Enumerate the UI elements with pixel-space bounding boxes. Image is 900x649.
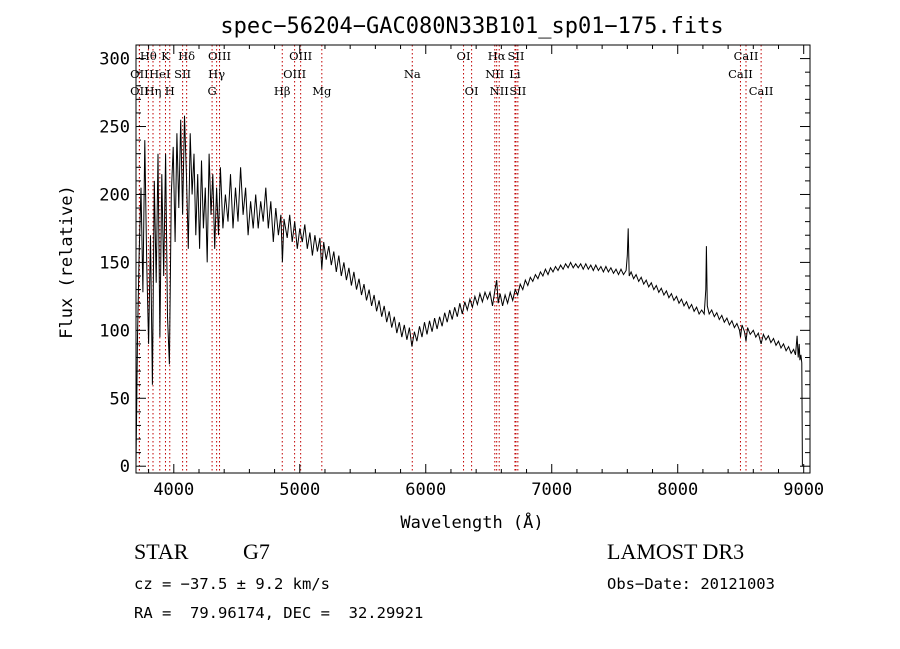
line-label: Hβ (274, 84, 291, 98)
y-tick-label: 150 (99, 253, 130, 273)
line-label: Hδ (178, 49, 195, 63)
line-label: OIII (208, 49, 231, 63)
line-label: NII (490, 84, 509, 98)
y-tick-label: 250 (99, 118, 130, 138)
y-tick-label: 300 (99, 50, 130, 70)
line-label: OI (465, 84, 479, 98)
velocity-text: cz = −37.5 ± 9.2 km/s (134, 575, 330, 593)
line-label: K (161, 49, 170, 63)
x-tick-label: 4000 (153, 480, 194, 500)
line-label: Na (404, 67, 421, 81)
y-tick-label: 100 (99, 321, 130, 341)
object-subclass: G7 (243, 539, 270, 564)
line-label: OIII (289, 49, 312, 63)
x-tick-label: 6000 (405, 480, 446, 500)
line-label: Hη (145, 84, 162, 98)
line-label: SII (174, 67, 191, 81)
line-label: H (165, 84, 175, 98)
line-label: NII (485, 67, 504, 81)
line-label: SII (509, 84, 526, 98)
spectrum-line (135, 115, 803, 467)
line-label: SII (507, 49, 524, 63)
plot-frame (135, 44, 811, 474)
line-label: G (207, 84, 216, 98)
line-label: CaII (734, 49, 759, 63)
line-markers (138, 45, 762, 473)
coordinates-text: RA = 79.96174, DEC = 32.29921 (134, 604, 424, 622)
survey-name: LAMOST DR3 (607, 539, 745, 564)
line-label: Mg (312, 84, 332, 98)
line-label: CaII (749, 84, 774, 98)
line-label: Hθ (140, 49, 157, 63)
line-label: OIII (283, 67, 306, 81)
y-tick-label: 0 (120, 457, 130, 477)
y-tick-label: 50 (110, 389, 130, 409)
line-label: OII (130, 84, 149, 98)
line-label: Hα (488, 49, 506, 63)
x-tick-label: 8000 (657, 480, 698, 500)
x-tick-label: 7000 (531, 480, 572, 500)
chart-title: spec−56204−GAC080N33B101_sp01−175.fits (220, 14, 723, 39)
x-axis-label: Wavelength (Å) (400, 511, 543, 533)
line-label: CaII (728, 67, 753, 81)
y-axis-label: Flux (relative) (57, 185, 77, 339)
y-tick-label: 200 (99, 185, 130, 205)
line-label: OI (457, 49, 471, 63)
line-labels: OII OII Hθ Hη HeI K SII H Hδ Hγ OIII G Hβ OIII OIII Mg N… (130, 49, 773, 98)
line-label: Hγ (208, 67, 225, 81)
obs-date: Obs−Date: 20121003 (607, 575, 775, 593)
object-class: STAR (134, 539, 189, 564)
x-axis: 4000 5000 6000 7000 8000 9000 (148, 45, 824, 500)
line-label: HeI (149, 67, 170, 81)
line-label: Li (509, 67, 521, 81)
y-axis: 0 50 100 150 200 250 300 (99, 50, 810, 477)
x-tick-label: 5000 (279, 480, 320, 500)
x-tick-label: 9000 (783, 480, 824, 500)
line-label: OII (130, 67, 149, 81)
